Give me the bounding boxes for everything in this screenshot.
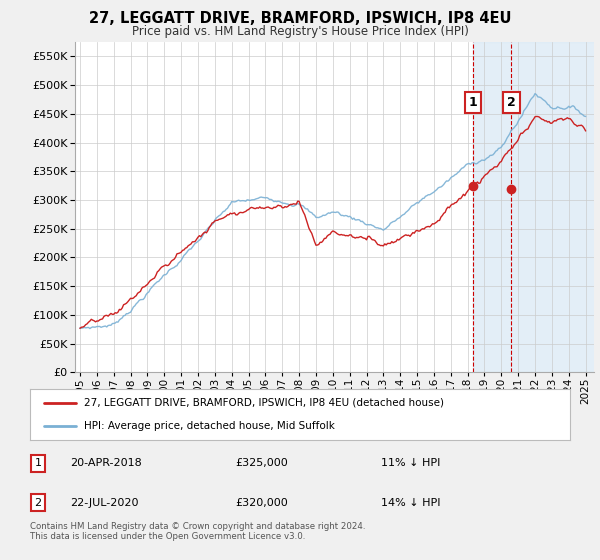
Text: Price paid vs. HM Land Registry's House Price Index (HPI): Price paid vs. HM Land Registry's House … <box>131 25 469 38</box>
Text: Contains HM Land Registry data © Crown copyright and database right 2024.
This d: Contains HM Land Registry data © Crown c… <box>30 522 365 542</box>
Text: 27, LEGGATT DRIVE, BRAMFORD, IPSWICH, IP8 4EU: 27, LEGGATT DRIVE, BRAMFORD, IPSWICH, IP… <box>89 11 511 26</box>
Text: £325,000: £325,000 <box>235 459 288 468</box>
Text: 14% ↓ HPI: 14% ↓ HPI <box>381 498 440 507</box>
Bar <box>473 42 600 372</box>
Text: 1: 1 <box>35 459 41 468</box>
Text: 2: 2 <box>507 96 516 109</box>
Text: HPI: Average price, detached house, Mid Suffolk: HPI: Average price, detached house, Mid … <box>84 421 335 431</box>
Text: £320,000: £320,000 <box>235 498 288 507</box>
Text: 20-APR-2018: 20-APR-2018 <box>71 459 142 468</box>
Text: 27, LEGGATT DRIVE, BRAMFORD, IPSWICH, IP8 4EU (detached house): 27, LEGGATT DRIVE, BRAMFORD, IPSWICH, IP… <box>84 398 444 408</box>
Text: 2: 2 <box>35 498 41 507</box>
Text: 11% ↓ HPI: 11% ↓ HPI <box>381 459 440 468</box>
Text: 22-JUL-2020: 22-JUL-2020 <box>71 498 139 507</box>
Text: 1: 1 <box>469 96 477 109</box>
